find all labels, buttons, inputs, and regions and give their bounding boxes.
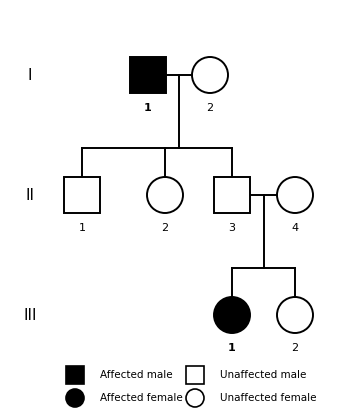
- Text: 3: 3: [229, 223, 236, 233]
- Circle shape: [277, 177, 313, 213]
- Circle shape: [192, 57, 228, 93]
- Text: II: II: [26, 188, 35, 203]
- Text: Unaffected male: Unaffected male: [220, 370, 306, 380]
- Text: 1: 1: [78, 223, 85, 233]
- Bar: [130, 57, 166, 93]
- Text: Unaffected female: Unaffected female: [220, 393, 316, 403]
- Circle shape: [186, 389, 204, 407]
- Text: 1: 1: [228, 343, 236, 353]
- Circle shape: [66, 389, 84, 407]
- Text: 2: 2: [161, 223, 169, 233]
- Bar: [186, 366, 204, 384]
- Bar: [66, 366, 84, 384]
- Circle shape: [214, 297, 250, 333]
- Circle shape: [147, 177, 183, 213]
- Circle shape: [277, 297, 313, 333]
- Text: Affected female: Affected female: [100, 393, 183, 403]
- Text: I: I: [28, 68, 32, 83]
- Bar: [64, 177, 100, 213]
- Text: 2: 2: [206, 103, 214, 113]
- Text: Affected male: Affected male: [100, 370, 173, 380]
- Text: 4: 4: [292, 223, 299, 233]
- Text: 2: 2: [292, 343, 299, 353]
- Text: III: III: [23, 307, 37, 322]
- Bar: [214, 177, 250, 213]
- Text: 1: 1: [144, 103, 152, 113]
